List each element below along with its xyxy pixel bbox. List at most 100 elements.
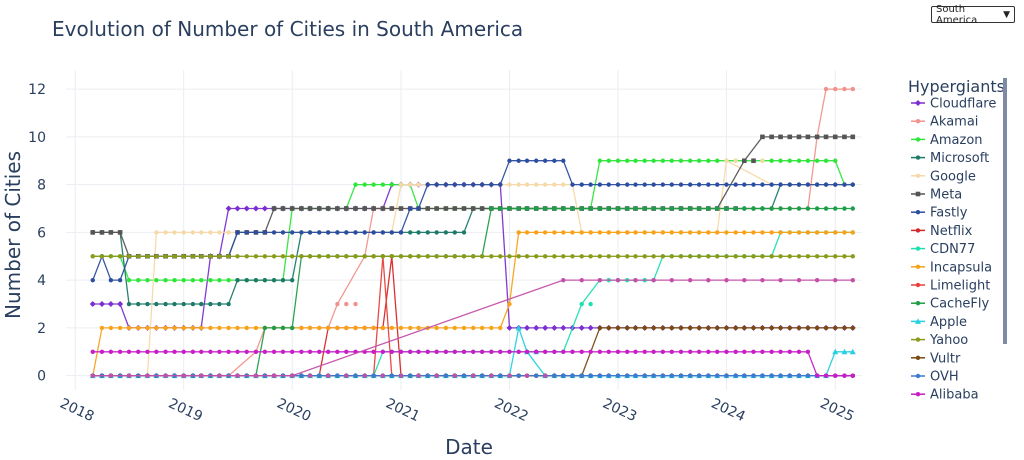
data-point xyxy=(842,182,847,187)
legend-item-vultr[interactable]: Vultr xyxy=(911,351,961,366)
data-point xyxy=(787,325,792,331)
legend-label: Microsoft xyxy=(930,151,989,166)
data-point xyxy=(408,254,413,259)
data-point xyxy=(833,230,838,235)
series-incapsula xyxy=(90,230,855,378)
data-point xyxy=(842,134,847,140)
data-point xyxy=(443,230,449,235)
data-point xyxy=(742,206,747,211)
legend-item-alibaba[interactable]: Alibaba xyxy=(911,388,979,403)
data-point xyxy=(489,373,494,378)
legend-item-yahoo[interactable]: Yahoo xyxy=(911,333,968,348)
legend-label: OVH xyxy=(930,370,959,385)
data-point xyxy=(307,349,313,354)
legend-swatch-marker xyxy=(915,392,921,397)
data-point xyxy=(615,349,621,354)
data-point xyxy=(344,254,349,259)
data-point xyxy=(606,373,611,378)
data-point xyxy=(190,254,196,259)
data-point xyxy=(489,182,494,187)
data-point xyxy=(534,349,539,354)
legend-item-limelight[interactable]: Limelight xyxy=(911,279,990,294)
data-point xyxy=(733,373,738,378)
data-point xyxy=(389,349,394,354)
data-point xyxy=(181,349,186,354)
data-point xyxy=(669,254,674,259)
data-point xyxy=(633,158,638,163)
legend-item-netflix[interactable]: Netflix xyxy=(911,224,973,239)
data-point xyxy=(136,301,141,307)
data-point xyxy=(443,254,449,259)
data-point xyxy=(787,349,792,354)
legend-item-google[interactable]: Google xyxy=(911,169,976,184)
data-point xyxy=(715,230,720,235)
legend-item-microsoft[interactable]: Microsoft xyxy=(911,151,989,166)
data-point xyxy=(479,254,485,259)
data-point xyxy=(651,206,656,211)
data-point xyxy=(633,373,638,378)
data-point xyxy=(380,230,386,235)
data-point xyxy=(597,349,603,354)
data-point xyxy=(651,277,656,283)
data-point xyxy=(289,349,295,354)
legend-item-cloudflare[interactable]: Cloudflare xyxy=(911,97,996,112)
data-point xyxy=(588,206,593,211)
legend-item-meta[interactable]: Meta xyxy=(911,188,962,203)
data-point xyxy=(696,254,702,259)
data-point xyxy=(633,206,638,211)
data-point xyxy=(787,182,792,187)
data-point xyxy=(380,325,386,331)
legend-swatch-marker xyxy=(915,191,921,197)
data-point xyxy=(208,301,213,307)
data-point xyxy=(163,277,168,283)
data-point xyxy=(660,254,666,259)
data-point xyxy=(814,158,820,163)
legend-item-cdn77[interactable]: CDN77 xyxy=(911,242,975,257)
legend-item-akamai[interactable]: Akamai xyxy=(911,115,978,130)
data-point xyxy=(615,277,621,283)
data-point xyxy=(362,182,367,187)
data-point xyxy=(823,206,829,211)
legend-item-fastly[interactable]: Fastly xyxy=(911,206,968,221)
data-point xyxy=(425,230,430,235)
data-point xyxy=(253,254,259,259)
data-point xyxy=(307,206,313,211)
legend-item-amazon[interactable]: Amazon xyxy=(911,133,983,148)
data-point xyxy=(289,254,295,259)
data-point xyxy=(516,158,521,163)
region-dropdown[interactable]: South America ▼ xyxy=(931,4,1015,26)
data-point xyxy=(842,86,847,92)
legend-label: CDN77 xyxy=(930,242,975,257)
x-axis-title: Date xyxy=(445,435,493,459)
data-point xyxy=(524,182,530,187)
data-point xyxy=(597,325,603,331)
data-point xyxy=(99,325,105,331)
data-point xyxy=(706,325,711,331)
legend-scrollbar[interactable] xyxy=(1003,78,1007,344)
data-point xyxy=(796,373,802,378)
legend-item-cachefly[interactable]: CacheFly xyxy=(911,297,990,312)
data-point xyxy=(651,182,656,187)
data-point xyxy=(452,182,457,187)
data-point xyxy=(434,230,439,235)
legend-label: Netflix xyxy=(930,224,973,239)
legend-swatch-marker xyxy=(915,318,921,324)
data-point xyxy=(678,325,684,331)
data-point xyxy=(778,254,783,259)
data-point xyxy=(108,254,114,259)
data-point xyxy=(307,373,313,378)
data-point xyxy=(235,325,240,331)
data-point xyxy=(408,325,413,331)
data-point xyxy=(651,349,656,354)
data-point xyxy=(353,206,358,211)
data-point xyxy=(471,325,476,331)
data-point xyxy=(398,182,404,187)
data-point xyxy=(461,230,467,235)
data-point xyxy=(362,373,367,378)
data-point xyxy=(769,373,774,378)
legend-item-apple[interactable]: Apple xyxy=(911,315,967,330)
legend-item-ovh[interactable]: OVH xyxy=(911,370,959,385)
legend-item-incapsula[interactable]: Incapsula xyxy=(911,260,992,275)
series-line xyxy=(92,325,853,377)
data-point xyxy=(760,206,765,211)
